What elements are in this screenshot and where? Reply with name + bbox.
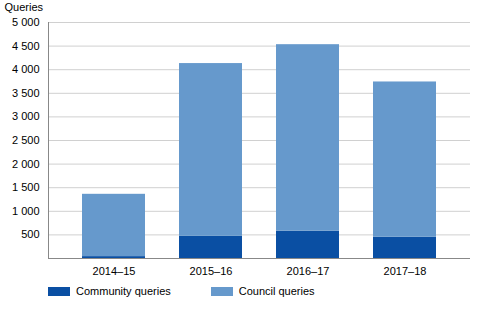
svg-text:Queries: Queries xyxy=(5,1,44,13)
svg-text:500: 500 xyxy=(21,228,39,240)
svg-text:2015–16: 2015–16 xyxy=(190,265,233,277)
html-text:Council queries: Council queries xyxy=(238,285,315,297)
svg-text:3 500: 3 500 xyxy=(12,87,40,99)
html-text:Community queries: Community queries xyxy=(76,285,171,297)
svg-text:2 000: 2 000 xyxy=(12,158,40,170)
svg-text:5 000: 5 000 xyxy=(12,16,40,28)
svg-text:4 500: 4 500 xyxy=(12,40,40,52)
svg-text:4 000: 4 000 xyxy=(12,63,40,75)
svg-text:1 000: 1 000 xyxy=(12,205,40,217)
svg-text:1 500: 1 500 xyxy=(12,181,40,193)
svg-text:2016–17: 2016–17 xyxy=(287,265,330,277)
svg-text:2017–18: 2017–18 xyxy=(384,265,427,277)
svg-text:2 500: 2 500 xyxy=(12,134,40,146)
svg-text:3 000: 3 000 xyxy=(12,110,40,122)
svg-text:2014–15: 2014–15 xyxy=(93,265,136,277)
